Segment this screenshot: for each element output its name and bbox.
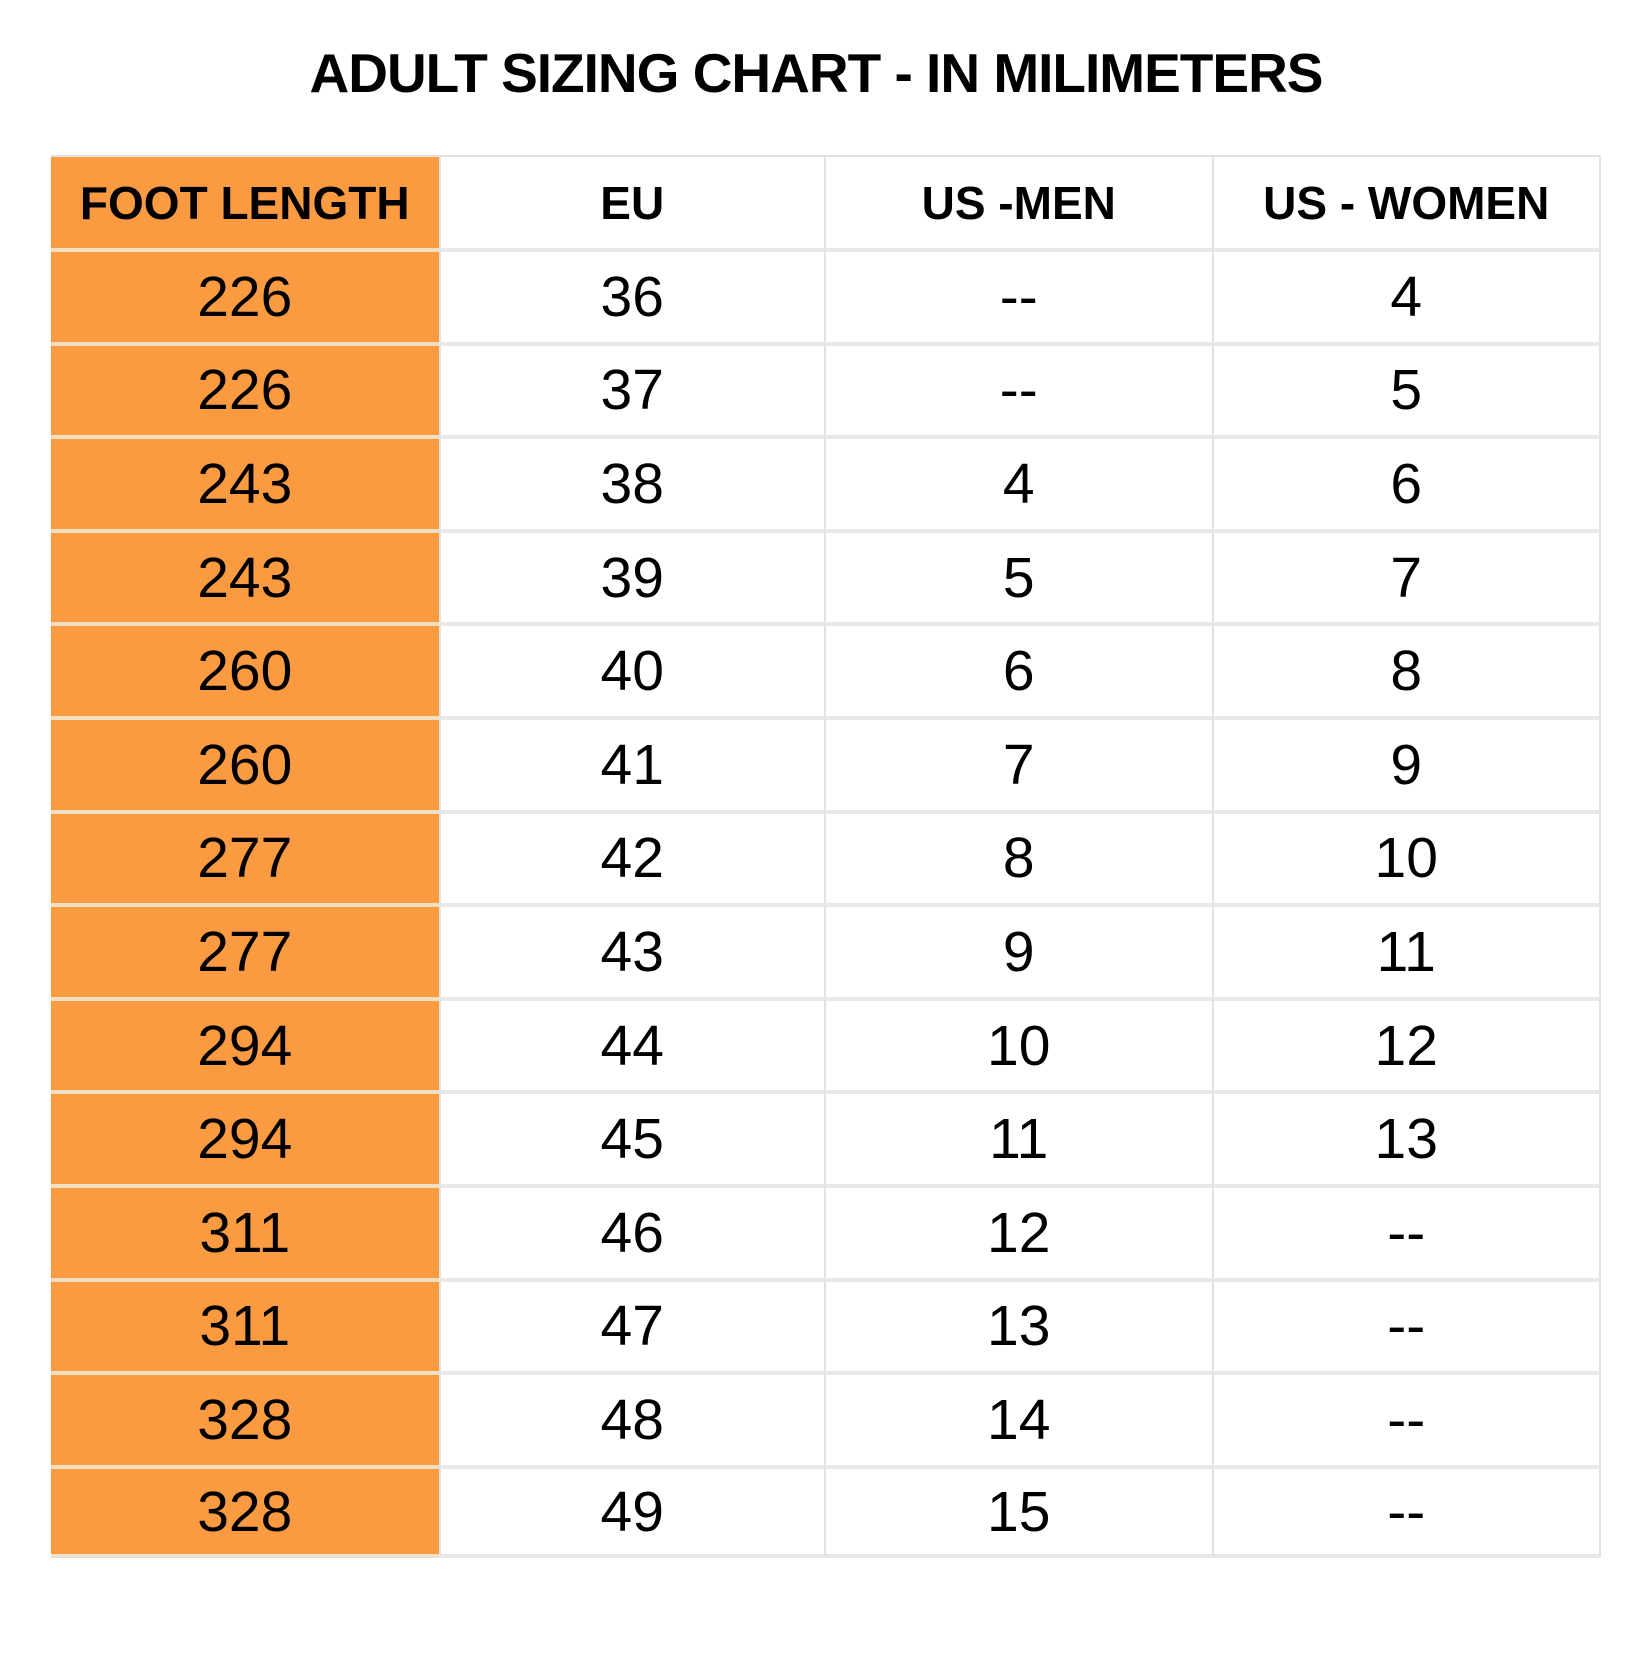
cell-us-men: -- [826,248,1214,342]
column-header-us-women: US - WOMEN [1213,155,1601,248]
cell-eu: 41 [438,715,826,810]
cell-foot-length: 328 [51,1464,439,1559]
cell-foot-length: 243 [51,435,439,529]
table-row: 260 40 6 8 [51,622,1601,716]
cell-eu: 49 [438,1464,826,1559]
column-header-eu: EU [438,155,826,248]
page-title: ADULT SIZING CHART - IN MILIMETERS [309,42,1324,104]
cell-eu: 45 [438,1090,826,1184]
cell-eu: 37 [438,341,826,436]
cell-us-women: 6 [1213,435,1601,529]
cell-us-women: -- [1213,1464,1601,1559]
cell-eu: 40 [438,622,826,716]
cell-us-women: -- [1213,1183,1601,1278]
table-row: 328 48 14 -- [51,1371,1601,1465]
column-header-foot-length: FOOT LENGTH [51,155,439,248]
cell-us-men: 11 [826,1090,1214,1184]
cell-eu: 42 [438,809,826,904]
cell-us-women: 5 [1213,341,1601,436]
table-row: 311 46 12 -- [51,1183,1601,1278]
cell-eu: 47 [438,1277,826,1372]
cell-us-men: 8 [826,809,1214,904]
table-row: 226 36 -- 4 [51,248,1601,342]
cell-foot-length: 277 [51,903,439,997]
cell-us-women: 12 [1213,996,1601,1091]
cell-us-women: -- [1213,1277,1601,1372]
cell-us-men: -- [826,341,1214,436]
cell-foot-length: 226 [51,248,439,342]
cell-us-men: 7 [826,715,1214,810]
cell-us-men: 9 [826,903,1214,997]
table-row: 328 49 15 -- [51,1464,1601,1559]
cell-us-women: -- [1213,1371,1601,1465]
table-row: 294 45 11 13 [51,1090,1601,1184]
table-row: 243 39 5 7 [51,528,1601,623]
cell-eu: 36 [438,248,826,342]
cell-us-men: 4 [826,435,1214,529]
cell-foot-length: 260 [51,715,439,810]
cell-us-women: 7 [1213,528,1601,623]
cell-us-women: 11 [1213,903,1601,997]
cell-foot-length: 243 [51,528,439,623]
cell-foot-length: 311 [51,1183,439,1278]
cell-eu: 38 [438,435,826,529]
cell-foot-length: 294 [51,1090,439,1184]
column-header-us-men: US -MEN [826,155,1214,248]
cell-us-men: 12 [826,1183,1214,1278]
table-row: 277 42 8 10 [51,809,1601,904]
cell-us-men: 15 [826,1464,1214,1559]
sizing-table: FOOT LENGTH EU US -MEN US - WOMEN 226 36… [51,155,1601,1559]
cell-us-women: 4 [1213,248,1601,342]
cell-foot-length: 311 [51,1277,439,1372]
table-row: 311 47 13 -- [51,1277,1601,1372]
cell-eu: 44 [438,996,826,1091]
table-row: 243 38 4 6 [51,435,1601,529]
cell-eu: 39 [438,528,826,623]
table-row: 294 44 10 12 [51,996,1601,1091]
cell-foot-length: 277 [51,809,439,904]
cell-foot-length: 226 [51,341,439,436]
cell-us-women: 13 [1213,1090,1601,1184]
table-row: 260 41 7 9 [51,715,1601,810]
cell-us-men: 10 [826,996,1214,1091]
cell-us-women: 10 [1213,809,1601,904]
table-row: 277 43 9 11 [51,903,1601,997]
cell-us-men: 14 [826,1371,1214,1465]
cell-foot-length: 260 [51,622,439,716]
cell-foot-length: 328 [51,1371,439,1465]
cell-eu: 46 [438,1183,826,1278]
table-row: 226 37 -- 5 [51,341,1601,436]
cell-eu: 43 [438,903,826,997]
cell-us-women: 8 [1213,622,1601,716]
cell-us-men: 6 [826,622,1214,716]
header-row: FOOT LENGTH EU US -MEN US - WOMEN [51,155,1601,248]
cell-us-men: 13 [826,1277,1214,1372]
cell-eu: 48 [438,1371,826,1465]
cell-us-men: 5 [826,528,1214,623]
cell-foot-length: 294 [51,996,439,1091]
cell-us-women: 9 [1213,715,1601,810]
